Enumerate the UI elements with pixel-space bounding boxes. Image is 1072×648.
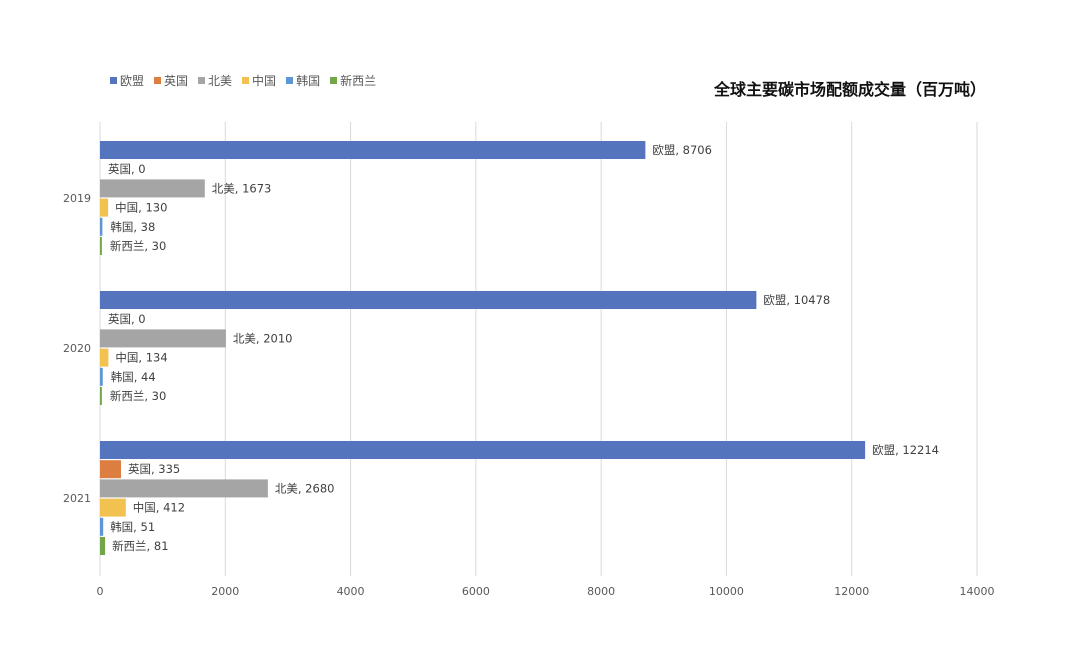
chart-title: 全球主要碳市场配额成交量（百万吨） xyxy=(713,80,986,99)
bar xyxy=(100,387,102,405)
legend-swatch xyxy=(154,77,162,84)
legend-label: 新西兰 xyxy=(340,74,377,88)
legend-swatch xyxy=(110,77,117,84)
bar xyxy=(100,460,121,479)
data-label: 中国, 130 xyxy=(115,201,167,215)
legend-label: 韩国 xyxy=(296,74,321,88)
data-label: 北美, 2680 xyxy=(275,481,335,495)
bar xyxy=(100,217,103,236)
bar xyxy=(100,479,268,498)
legend-swatch xyxy=(242,77,250,84)
bar xyxy=(100,537,106,555)
bar xyxy=(100,348,109,367)
legend-item: 英国 xyxy=(154,72,188,89)
x-tick-label: 0 xyxy=(97,585,104,598)
legend-item: 欧盟 xyxy=(110,72,144,89)
data-label: 新西兰, 81 xyxy=(112,539,168,553)
x-tick-label: 4000 xyxy=(337,585,365,598)
legend: 欧盟 英国 北美 中国 韩国 新西兰 xyxy=(110,72,376,89)
bar xyxy=(100,329,226,348)
data-label: 韩国, 51 xyxy=(110,520,155,534)
data-label: 英国, 0 xyxy=(108,162,146,176)
legend-label: 中国 xyxy=(252,74,277,88)
data-label: 中国, 412 xyxy=(133,501,185,515)
x-tick-label: 12000 xyxy=(834,585,869,598)
legend-swatch xyxy=(198,77,206,84)
y-category-label: 2021 xyxy=(63,492,91,505)
data-label: 英国, 335 xyxy=(128,462,180,476)
legend-item: 新西兰 xyxy=(330,72,376,89)
legend-item: 北美 xyxy=(198,72,232,89)
bar xyxy=(100,179,205,198)
data-label: 欧盟, 10478 xyxy=(763,293,830,307)
legend-swatch xyxy=(330,77,338,84)
bar xyxy=(100,367,103,386)
data-label: 欧盟, 12214 xyxy=(872,443,939,457)
legend-label: 欧盟 xyxy=(120,74,145,88)
bar xyxy=(100,141,646,159)
legend-item: 中国 xyxy=(242,72,276,89)
legend-label: 英国 xyxy=(164,74,189,88)
bar xyxy=(100,237,102,255)
data-label: 北美, 1673 xyxy=(212,181,272,195)
data-label: 北美, 2010 xyxy=(233,331,293,345)
bar xyxy=(100,441,866,459)
bar xyxy=(100,498,126,517)
legend-swatch xyxy=(286,77,294,84)
x-tick-label: 8000 xyxy=(587,585,615,598)
legend-item: 韩国 xyxy=(286,72,320,89)
data-label: 欧盟, 8706 xyxy=(652,143,712,157)
data-label: 中国, 134 xyxy=(115,351,167,365)
data-label: 韩国, 44 xyxy=(111,370,156,384)
x-tick-label: 2000 xyxy=(211,585,239,598)
data-label: 新西兰, 30 xyxy=(110,239,166,253)
bar xyxy=(100,291,757,309)
y-category-label: 2019 xyxy=(63,192,91,205)
x-tick-label: 14000 xyxy=(960,585,995,598)
data-label: 新西兰, 30 xyxy=(110,389,166,403)
bar xyxy=(100,517,104,536)
data-label: 英国, 0 xyxy=(108,312,146,326)
data-label: 韩国, 38 xyxy=(110,220,155,234)
x-tick-label: 6000 xyxy=(462,585,490,598)
bar xyxy=(100,198,109,217)
x-tick-label: 10000 xyxy=(709,585,744,598)
y-category-label: 2020 xyxy=(63,342,91,355)
legend-label: 北美 xyxy=(208,74,233,88)
